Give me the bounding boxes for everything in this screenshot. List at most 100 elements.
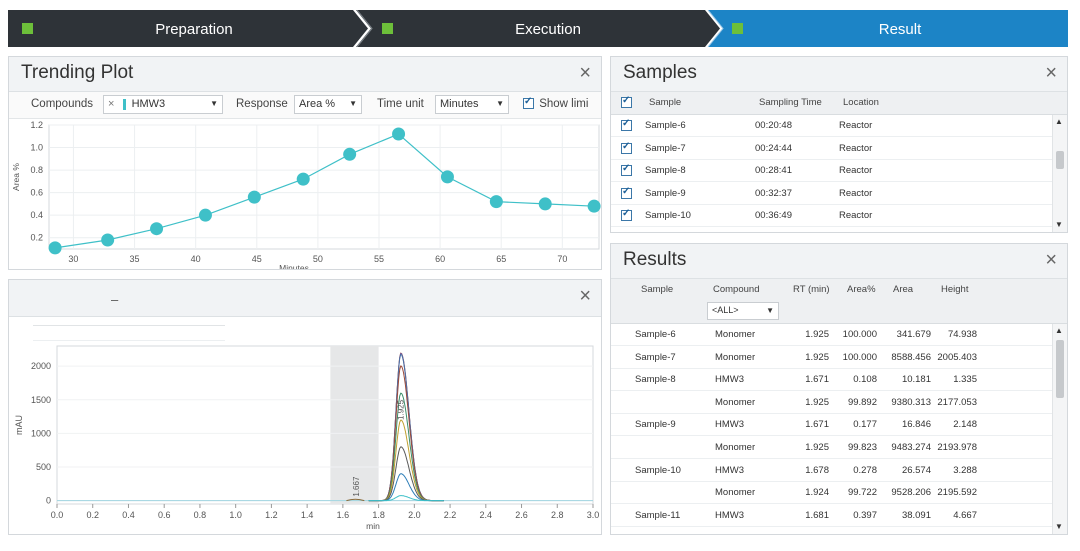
compounds-select[interactable]: × HMW3 ▼ [103,95,223,114]
compound-filter-select[interactable]: <ALL> ▼ [707,302,779,320]
sample-row-checkbox[interactable] [621,163,632,176]
close-icon[interactable]: × [1045,62,1057,84]
sample-row-checkbox[interactable] [621,141,632,154]
result-row[interactable]: Sample-7 Monomer 1.925 100.000 8588.456 2005.… [611,347,1055,369]
compounds-label: Compounds [31,98,94,110]
scroll-down-icon[interactable]: ▼ [1055,522,1063,531]
result-row[interactable]: Sample-8 HMW3 1.671 0.108 10.181 1.335 [611,369,1055,392]
trend-data-point[interactable] [247,190,261,204]
x-tick-label: 1.8 [372,510,385,520]
samples-scrollbar[interactable]: ▲ ▼ [1052,115,1067,232]
x-tick-label: 2.0 [408,510,421,520]
time-unit-select[interactable]: Minutes ▼ [435,95,509,114]
result-row[interactable]: Monomer 1.925 99.892 9380.313 2177.053 [611,392,1055,414]
step-preparation[interactable]: Preparation [8,10,368,47]
sample-row[interactable]: Sample-7 00:24:44 Reactor [611,138,1055,160]
trend-data-point[interactable] [538,197,552,211]
panel-title: Trending Plot [21,62,134,83]
column-header-height[interactable]: Height [941,284,969,295]
result-rt: 1.925 [805,351,829,363]
select-all-checkbox[interactable] [621,95,632,108]
result-rt: 1.681 [805,509,829,521]
clear-icon[interactable]: × [108,98,115,110]
trend-data-point[interactable] [343,147,357,161]
trend-data-point[interactable] [489,195,503,209]
time-unit-label: Time unit [377,98,424,110]
trend-data-point[interactable] [587,199,601,213]
result-rt: 1.671 [805,419,829,431]
x-axis-label: Minutes [279,263,309,269]
close-icon[interactable]: × [579,285,591,307]
x-tick-label: 0.8 [194,510,207,520]
show-limits-toggle[interactable]: Show limi [523,96,588,110]
close-icon[interactable]: × [1045,249,1057,271]
column-header-compound[interactable]: Compound [713,284,760,295]
result-compound: Monomer [715,442,756,453]
chromatogram-peak-trace [368,495,444,502]
scroll-up-icon[interactable]: ▲ [1055,326,1063,335]
column-header-sample[interactable]: Sample [641,284,674,295]
trend-data-point[interactable] [392,127,406,141]
step-label: Preparation [155,21,233,38]
y-tick-label: 0.8 [30,165,43,175]
result-row[interactable]: Sample-9 HMW3 1.671 0.177 16.846 2.148 [611,414,1055,437]
column-header-sampling-time[interactable]: Sampling Time [759,97,822,108]
column-header-location[interactable]: Location [843,97,879,108]
y-tick-label: 500 [36,462,51,472]
result-area-percent: 0.177 [853,419,877,431]
result-height: 4.667 [953,509,977,521]
scroll-up-icon[interactable]: ▲ [1055,117,1063,126]
sample-row-checkbox[interactable] [621,118,632,131]
response-select[interactable]: Area % ▼ [294,95,362,114]
sample-row[interactable]: Sample-6 00:20:48 Reactor [611,115,1055,137]
column-header-sample[interactable]: Sample [649,97,682,108]
trend-data-point[interactable] [296,172,310,186]
scrollbar-thumb[interactable] [1056,151,1064,169]
panel-header: Results × [611,244,1067,279]
result-row[interactable]: Sample-10 HMW3 1.678 0.278 26.574 3.288 [611,460,1055,482]
result-row[interactable]: Monomer 1.925 99.823 9483.274 2193.978 [611,437,1055,459]
sample-row[interactable]: Sample-9 00:32:37 Reactor [611,183,1055,205]
result-rt: 1.925 [805,329,829,340]
result-row[interactable]: Monomer 1.924 99.722 9528.206 2195.592 [611,482,1055,505]
result-rt: 1.678 [805,464,829,476]
x-tick-label: 0.0 [51,510,64,520]
sample-row-checkbox[interactable] [621,208,632,221]
sample-row[interactable]: Sample-10 00:36:49 Reactor [611,205,1055,227]
column-header-rt[interactable]: RT (min) [793,284,830,295]
trend-data-point[interactable] [48,241,62,255]
result-row[interactable]: Sample-11 HMW3 1.681 0.397 38.091 4.667 [611,505,1055,527]
result-row[interactable]: Sample-6 Monomer 1.925 100.000 341.679 74.938 [611,324,1055,346]
trend-data-point[interactable] [101,233,115,247]
results-scrollbar[interactable]: ▲ ▼ [1052,324,1067,534]
column-header-area-percent[interactable]: Area% [847,284,876,295]
scroll-down-icon[interactable]: ▼ [1055,220,1063,229]
x-tick-label: 1.0 [229,510,242,520]
x-tick-label: 2.6 [515,510,528,520]
integration-window[interactable] [330,346,379,504]
result-compound: HMW3 [715,464,745,476]
x-tick-label: 45 [252,254,262,264]
chromatogram-tab-mark[interactable]: – [111,292,119,307]
result-area-percent: 0.278 [853,464,877,476]
step-status-square [22,23,33,34]
time-unit-value: Minutes [440,98,479,110]
sample-row-checkbox[interactable] [621,186,632,199]
result-height: 2177.053 [937,396,977,408]
result-sample: Sample-7 [635,351,676,363]
result-area-percent: 99.722 [847,487,877,499]
trend-data-point[interactable] [150,222,164,236]
results-header-row: Sample Compound RT (min) Area% Area Heig… [611,279,1067,324]
column-header-area[interactable]: Area [893,284,914,295]
result-sample: Sample-11 [635,509,681,521]
close-icon[interactable]: × [579,62,591,84]
result-area: 341.679 [896,329,931,340]
trend-data-point[interactable] [440,170,454,184]
trend-data-point[interactable] [198,208,212,222]
sample-row[interactable]: Sample-8 00:28:41 Reactor [611,160,1055,182]
step-execution[interactable]: Execution [356,10,720,47]
x-tick-label: 60 [435,254,445,264]
scrollbar-thumb[interactable] [1056,340,1064,398]
step-result[interactable]: Result [707,10,1068,47]
show-limits-checkbox[interactable] [523,96,534,110]
